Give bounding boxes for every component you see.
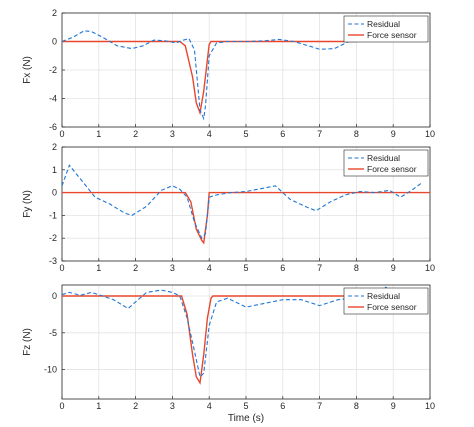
x-tick-label: 2 xyxy=(133,401,138,411)
x-tick-label: 6 xyxy=(280,263,285,273)
x-tick-label: 8 xyxy=(354,129,359,139)
x-tick-label: 3 xyxy=(170,129,175,139)
y-tick-label: -2 xyxy=(49,233,57,243)
subplot-2: 0 1 2 3 4 5 6 7 8 9 10 -3 -2 -1 0 1 2 Fy (N) ResidualForce… xyxy=(22,142,435,273)
y-tick-label: 1 xyxy=(52,165,57,175)
y-tick-label: -5 xyxy=(49,328,57,338)
x-tick-label: 4 xyxy=(207,263,212,273)
y-tick-label: 2 xyxy=(52,8,57,18)
legend-label-residual: Residual xyxy=(367,291,400,301)
x-tick-label: 10 xyxy=(425,401,435,411)
legend-label-residual: Residual xyxy=(367,153,400,163)
x-tick-label: 6 xyxy=(280,129,285,139)
legend-label-force-sensor: Force sensor xyxy=(367,302,417,312)
x-tick-label: 1 xyxy=(96,263,101,273)
x-tick-label: 2 xyxy=(133,263,138,273)
x-tick-label: 0 xyxy=(59,263,64,273)
series-line-force-sensor xyxy=(62,295,383,385)
x-tick-label: 9 xyxy=(391,401,396,411)
y-tick-label: 0 xyxy=(52,291,57,301)
x-tick-label: 5 xyxy=(243,263,248,273)
x-tick-label: 7 xyxy=(317,129,322,139)
series-line-residual xyxy=(62,164,423,240)
x-tick-label: 2 xyxy=(133,129,138,139)
series-line-residual xyxy=(62,286,394,378)
y-tick-label: 2 xyxy=(52,142,57,152)
x-tick-label: 6 xyxy=(280,401,285,411)
y-tick-label: -3 xyxy=(49,256,57,266)
legend-box xyxy=(343,149,429,177)
legend-label-residual: Residual xyxy=(367,19,400,29)
x-tick-label: 8 xyxy=(354,401,359,411)
x-tick-label: 5 xyxy=(243,129,248,139)
x-tick-label: 9 xyxy=(391,263,396,273)
x-tick-label: 1 xyxy=(96,129,101,139)
x-tick-label: 4 xyxy=(207,129,212,139)
series-line-residual xyxy=(62,30,350,121)
y-tick-label: 0 xyxy=(52,188,57,198)
x-tick-label: 3 xyxy=(170,401,175,411)
x-tick-label: 0 xyxy=(59,129,64,139)
x-tick-label: 0 xyxy=(59,401,64,411)
y-tick-label: -10 xyxy=(44,365,57,375)
x-tick-label: 10 xyxy=(425,129,435,139)
legend-box xyxy=(343,15,429,43)
legend-box xyxy=(343,287,429,315)
y-tick-label: -2 xyxy=(49,65,57,75)
series-line-force-sensor xyxy=(62,40,357,116)
y-tick-label: -6 xyxy=(49,122,57,132)
y-tick-label: 0 xyxy=(52,37,57,47)
y-axis-label: Fz (N) xyxy=(22,328,33,356)
x-tick-label: 10 xyxy=(425,263,435,273)
x-tick-label: 9 xyxy=(391,129,396,139)
x-tick-label: 5 xyxy=(243,401,248,411)
x-tick-label: 7 xyxy=(317,401,322,411)
y-axis-label: Fx (N) xyxy=(22,56,33,84)
y-axis-label: Fy (N) xyxy=(22,190,33,218)
subplot-1: 0 1 2 3 4 5 6 7 8 9 10 -6 -4 -2 0 2 Fx (N) ResidualForce … xyxy=(22,8,435,139)
y-tick-label: -4 xyxy=(49,94,57,104)
subplot-3: 0 1 2 3 4 5 6 7 8 9 10 -10 -5 0 Fz (N) Time (s) Residual… xyxy=(22,284,435,424)
x-tick-label: 1 xyxy=(96,401,101,411)
legend-label-force-sensor: Force sensor xyxy=(367,164,417,174)
x-tick-label: 3 xyxy=(170,263,175,273)
x-tick-label: 8 xyxy=(354,263,359,273)
x-tick-label: 7 xyxy=(317,263,322,273)
x-tick-label: 4 xyxy=(207,401,212,411)
y-tick-label: -1 xyxy=(49,210,57,220)
legend-label-force-sensor: Force sensor xyxy=(367,30,417,40)
x-axis-label: Time (s) xyxy=(228,413,264,424)
